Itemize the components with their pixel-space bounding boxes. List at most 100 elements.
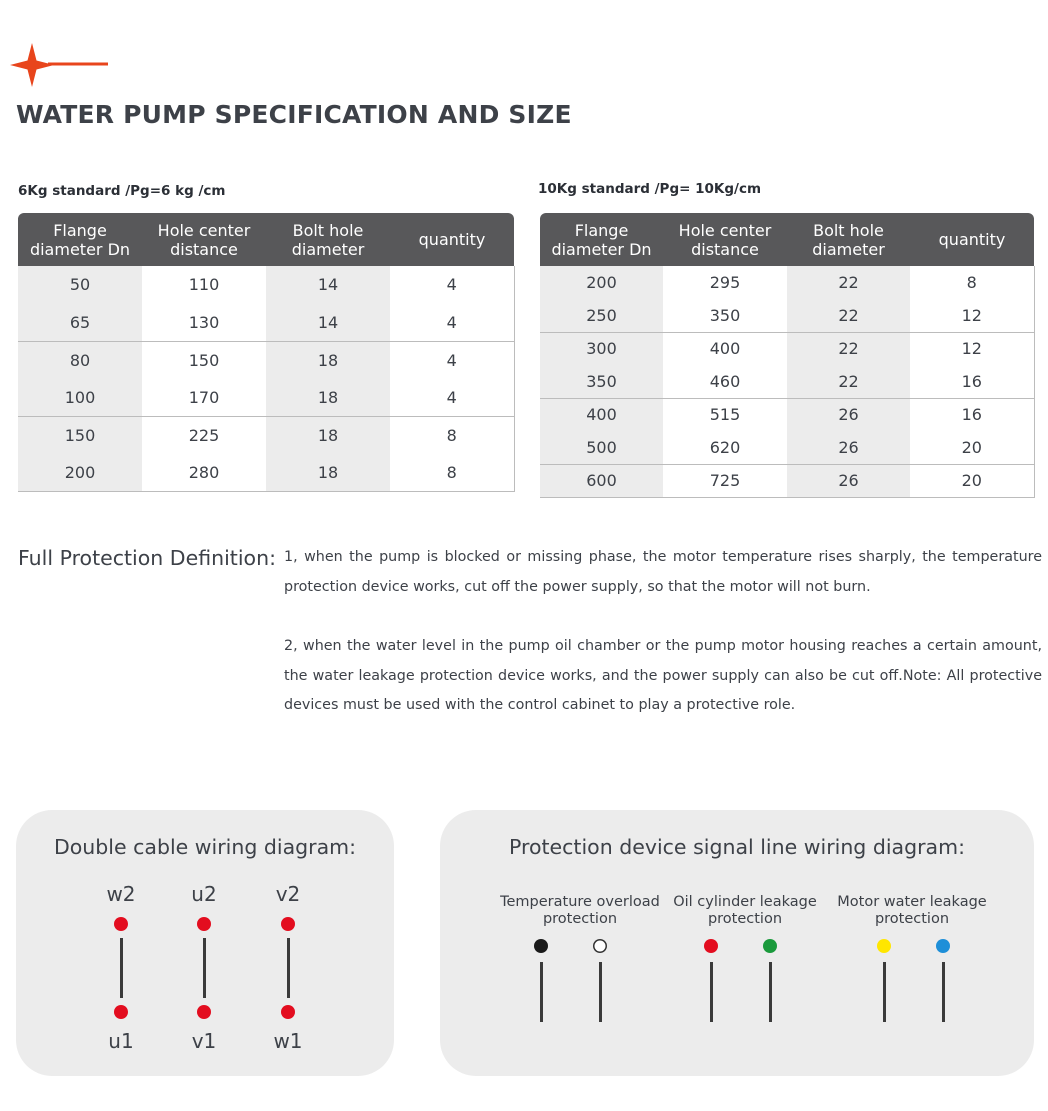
hole-center-distance-cell: 295 bbox=[709, 273, 741, 292]
flange-diameter-cell: 65 bbox=[18, 303, 142, 342]
hole-center-distance-cell: 280 bbox=[142, 453, 266, 493]
double-cable-title: Double cable wiring diagram: bbox=[53, 835, 357, 859]
protection-heading: Full Protection Definition: bbox=[18, 546, 276, 570]
bolt-hole-diameter-cell: 22 bbox=[787, 332, 910, 365]
table-row: 65 130 14 4 bbox=[18, 303, 515, 342]
hole-center-distance-cell: 110 bbox=[188, 275, 220, 295]
quantity-cell: 4 bbox=[390, 341, 515, 379]
bolt-hole-diameter-cell: 26 bbox=[787, 464, 910, 498]
wiring-pair-v2-w1: v2 w1 bbox=[258, 882, 318, 1062]
signal-dot-yellow-icon bbox=[877, 939, 891, 953]
temperature-group-label: Temperature overload protection bbox=[500, 894, 660, 927]
oil-cylinder-group-label: Oil cylinder leakage protection bbox=[673, 894, 817, 927]
protection-paragraph-1: 1, when the pump is blocked or missing p… bbox=[284, 549, 1042, 595]
signal-wire-line bbox=[539, 962, 543, 1022]
table-row: 400 515 26 16 bbox=[540, 398, 1035, 431]
bolt-hole-diameter-cell: 14 bbox=[266, 266, 390, 304]
header-quantity: quantity bbox=[910, 213, 1034, 266]
signal-dot-white-icon bbox=[593, 939, 607, 953]
bolt-hole-diameter-cell: 26 bbox=[787, 431, 910, 465]
brand-star-logo-icon bbox=[10, 43, 108, 87]
signal-dot-blue-icon bbox=[936, 939, 950, 953]
wire-line bbox=[286, 938, 290, 998]
terminal-dot-icon bbox=[281, 1005, 295, 1019]
table-row: 600 725 26 20 bbox=[540, 464, 1035, 498]
flange-diameter-cell: 250 bbox=[540, 299, 663, 333]
terminal-label-bottom: v1 bbox=[191, 1029, 217, 1053]
table-row: 250 350 22 12 bbox=[540, 299, 1035, 333]
quantity-cell: 8 bbox=[390, 416, 515, 454]
header-flange-diameter: Flange diameter Dn bbox=[540, 213, 663, 266]
page-title: WATER PUMP SPECIFICATION AND SIZE bbox=[16, 100, 572, 129]
hole-center-distance-cell: 460 bbox=[663, 365, 787, 399]
header-flange-diameter: Flange diameter Dn bbox=[18, 213, 142, 266]
terminal-dot-icon bbox=[114, 917, 128, 931]
flange-diameter-cell: 500 bbox=[540, 431, 663, 465]
spec-table-6kg: Flange diameter Dn Hole center distance … bbox=[18, 213, 515, 493]
table-row: 300 400 22 12 bbox=[540, 332, 1035, 365]
quantity-cell: 16 bbox=[910, 365, 1035, 399]
signal-wire-line bbox=[598, 962, 602, 1022]
hole-center-distance-cell: 225 bbox=[188, 425, 220, 445]
signal-wire-line bbox=[709, 962, 713, 1022]
quantity-cell: 8 bbox=[910, 266, 1035, 299]
table-10kg-caption: 10Kg standard /Pg= 10Kg/cm bbox=[538, 181, 762, 197]
hole-center-distance-cell: 725 bbox=[663, 464, 787, 498]
flange-diameter-cell: 100 bbox=[18, 378, 142, 417]
terminal-label-top: u2 bbox=[191, 882, 217, 906]
table-row: 150 225 18 8 bbox=[18, 416, 515, 454]
hole-center-distance-cell: 130 bbox=[142, 303, 266, 342]
motor-water-group-label: Motor water leakage protection bbox=[837, 894, 987, 927]
header-hole-center-distance: Hole center distance bbox=[142, 213, 266, 266]
quantity-cell: 4 bbox=[390, 378, 515, 417]
quantity-cell: 20 bbox=[910, 431, 1035, 465]
flange-diameter-cell: 150 bbox=[18, 416, 142, 454]
wire-line bbox=[119, 938, 123, 998]
bolt-hole-diameter-cell: 26 bbox=[787, 398, 910, 431]
wiring-pair-w2-u1: w2 u1 bbox=[91, 882, 151, 1062]
bolt-hole-diameter-cell: 18 bbox=[266, 341, 390, 379]
quantity-cell: 12 bbox=[910, 332, 1035, 365]
bolt-hole-diameter-cell: 22 bbox=[787, 365, 910, 399]
flange-diameter-cell: 400 bbox=[540, 398, 663, 431]
quantity-cell: 8 bbox=[390, 453, 515, 493]
table-row: 200 280 18 8 bbox=[18, 453, 515, 493]
signal-wire-line bbox=[941, 962, 945, 1022]
quantity-cell: 20 bbox=[910, 464, 1035, 498]
hole-center-distance-cell: 400 bbox=[709, 339, 741, 359]
terminal-label-bottom: w1 bbox=[273, 1029, 303, 1053]
flange-diameter-cell: 200 bbox=[18, 453, 142, 493]
hole-center-distance-cell: 170 bbox=[142, 378, 266, 417]
terminal-dot-icon bbox=[197, 917, 211, 931]
signal-dot-green-icon bbox=[763, 939, 777, 953]
table-header-row: Flange diameter Dn Hole center distance … bbox=[540, 213, 1034, 266]
wiring-pair-u2-v1: u2 v1 bbox=[174, 882, 234, 1062]
flange-diameter-cell: 600 bbox=[540, 464, 663, 498]
bolt-hole-diameter-cell: 18 bbox=[266, 416, 390, 454]
signal-wire-line bbox=[768, 962, 772, 1022]
signal-wiring-panel: Protection device signal line wiring dia… bbox=[440, 810, 1034, 1076]
table-header-row: Flange diameter Dn Hole center distance … bbox=[18, 213, 514, 266]
quantity-cell: 4 bbox=[390, 266, 515, 304]
protection-paragraph-2: 2, when the water level in the pump oil … bbox=[284, 638, 1042, 713]
flange-diameter-cell: 300 bbox=[540, 332, 663, 365]
bolt-hole-diameter-cell: 18 bbox=[266, 453, 390, 493]
signal-wire-line bbox=[882, 962, 886, 1022]
quantity-cell: 4 bbox=[390, 303, 515, 342]
flange-diameter-cell: 200 bbox=[540, 266, 663, 299]
table-row: 200 295 22 8 bbox=[540, 266, 1035, 299]
double-cable-wiring-panel: Double cable wiring diagram: w2 u1 u2 v1… bbox=[16, 810, 394, 1076]
table-row: 50 110 14 4 bbox=[18, 266, 515, 304]
table-row: 500 620 26 20 bbox=[540, 431, 1035, 465]
flange-diameter-cell: 350 bbox=[540, 365, 663, 399]
signal-wiring-title: Protection device signal line wiring dia… bbox=[508, 835, 965, 859]
bolt-hole-diameter-cell: 14 bbox=[266, 303, 390, 342]
terminal-dot-icon bbox=[114, 1005, 128, 1019]
quantity-cell: 16 bbox=[910, 398, 1035, 431]
bolt-hole-diameter-cell: 22 bbox=[787, 266, 910, 299]
terminal-label-top: w2 bbox=[106, 882, 136, 906]
bolt-hole-diameter-cell: 22 bbox=[787, 299, 910, 333]
header-bolt-hole-diameter: Bolt hole diameter bbox=[266, 213, 390, 266]
flange-diameter-cell: 50 bbox=[18, 266, 142, 304]
hole-center-distance-cell: 150 bbox=[188, 350, 220, 370]
